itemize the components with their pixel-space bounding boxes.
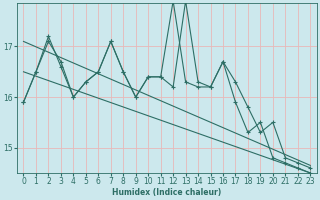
- X-axis label: Humidex (Indice chaleur): Humidex (Indice chaleur): [112, 188, 221, 197]
